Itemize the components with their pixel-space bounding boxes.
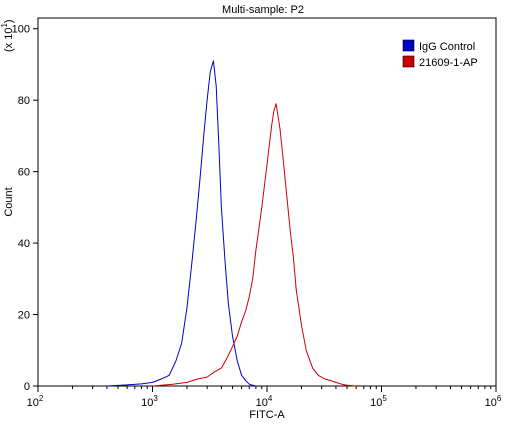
x-tick-label: 104 [256,394,273,409]
y-tick-label: 100 [12,24,30,36]
series-line-igg-control [106,60,257,387]
x-tick-label: 103 [141,394,158,409]
legend-label: IgG Control [419,41,475,53]
chart-title: Multi-sample: P2 [222,4,304,16]
plot-area: 0 20 40 60 80 100 102 103 104 105 106 [12,17,502,409]
legend-swatch [402,55,415,68]
series-line-21609-1-ap [152,103,357,387]
y-axis-multiplier: (x 101) [0,19,15,52]
x-tick-label: 106 [485,394,502,409]
x-tick-label: 105 [370,394,387,409]
y-tick-label: 60 [18,167,30,179]
y-multiplier-exp: 1 [0,23,9,28]
y-multiplier-base: (x 10 [3,28,15,52]
y-tick-label: 80 [18,95,30,107]
x-tick-label: 102 [27,394,44,409]
y-multiplier-close: ) [3,19,15,23]
chart-legend: IgG Control 21609-1-AP [402,39,478,69]
y-tick-label: 0 [24,381,30,393]
x-axis-label: FITC-A [249,409,285,421]
y-axis-label: Count [3,187,15,216]
legend-label: 21609-1-AP [419,57,478,69]
y-tick-label: 40 [18,238,30,250]
y-tick-label: 20 [18,310,30,322]
plot-frame [37,17,497,387]
legend-swatch [402,39,415,52]
